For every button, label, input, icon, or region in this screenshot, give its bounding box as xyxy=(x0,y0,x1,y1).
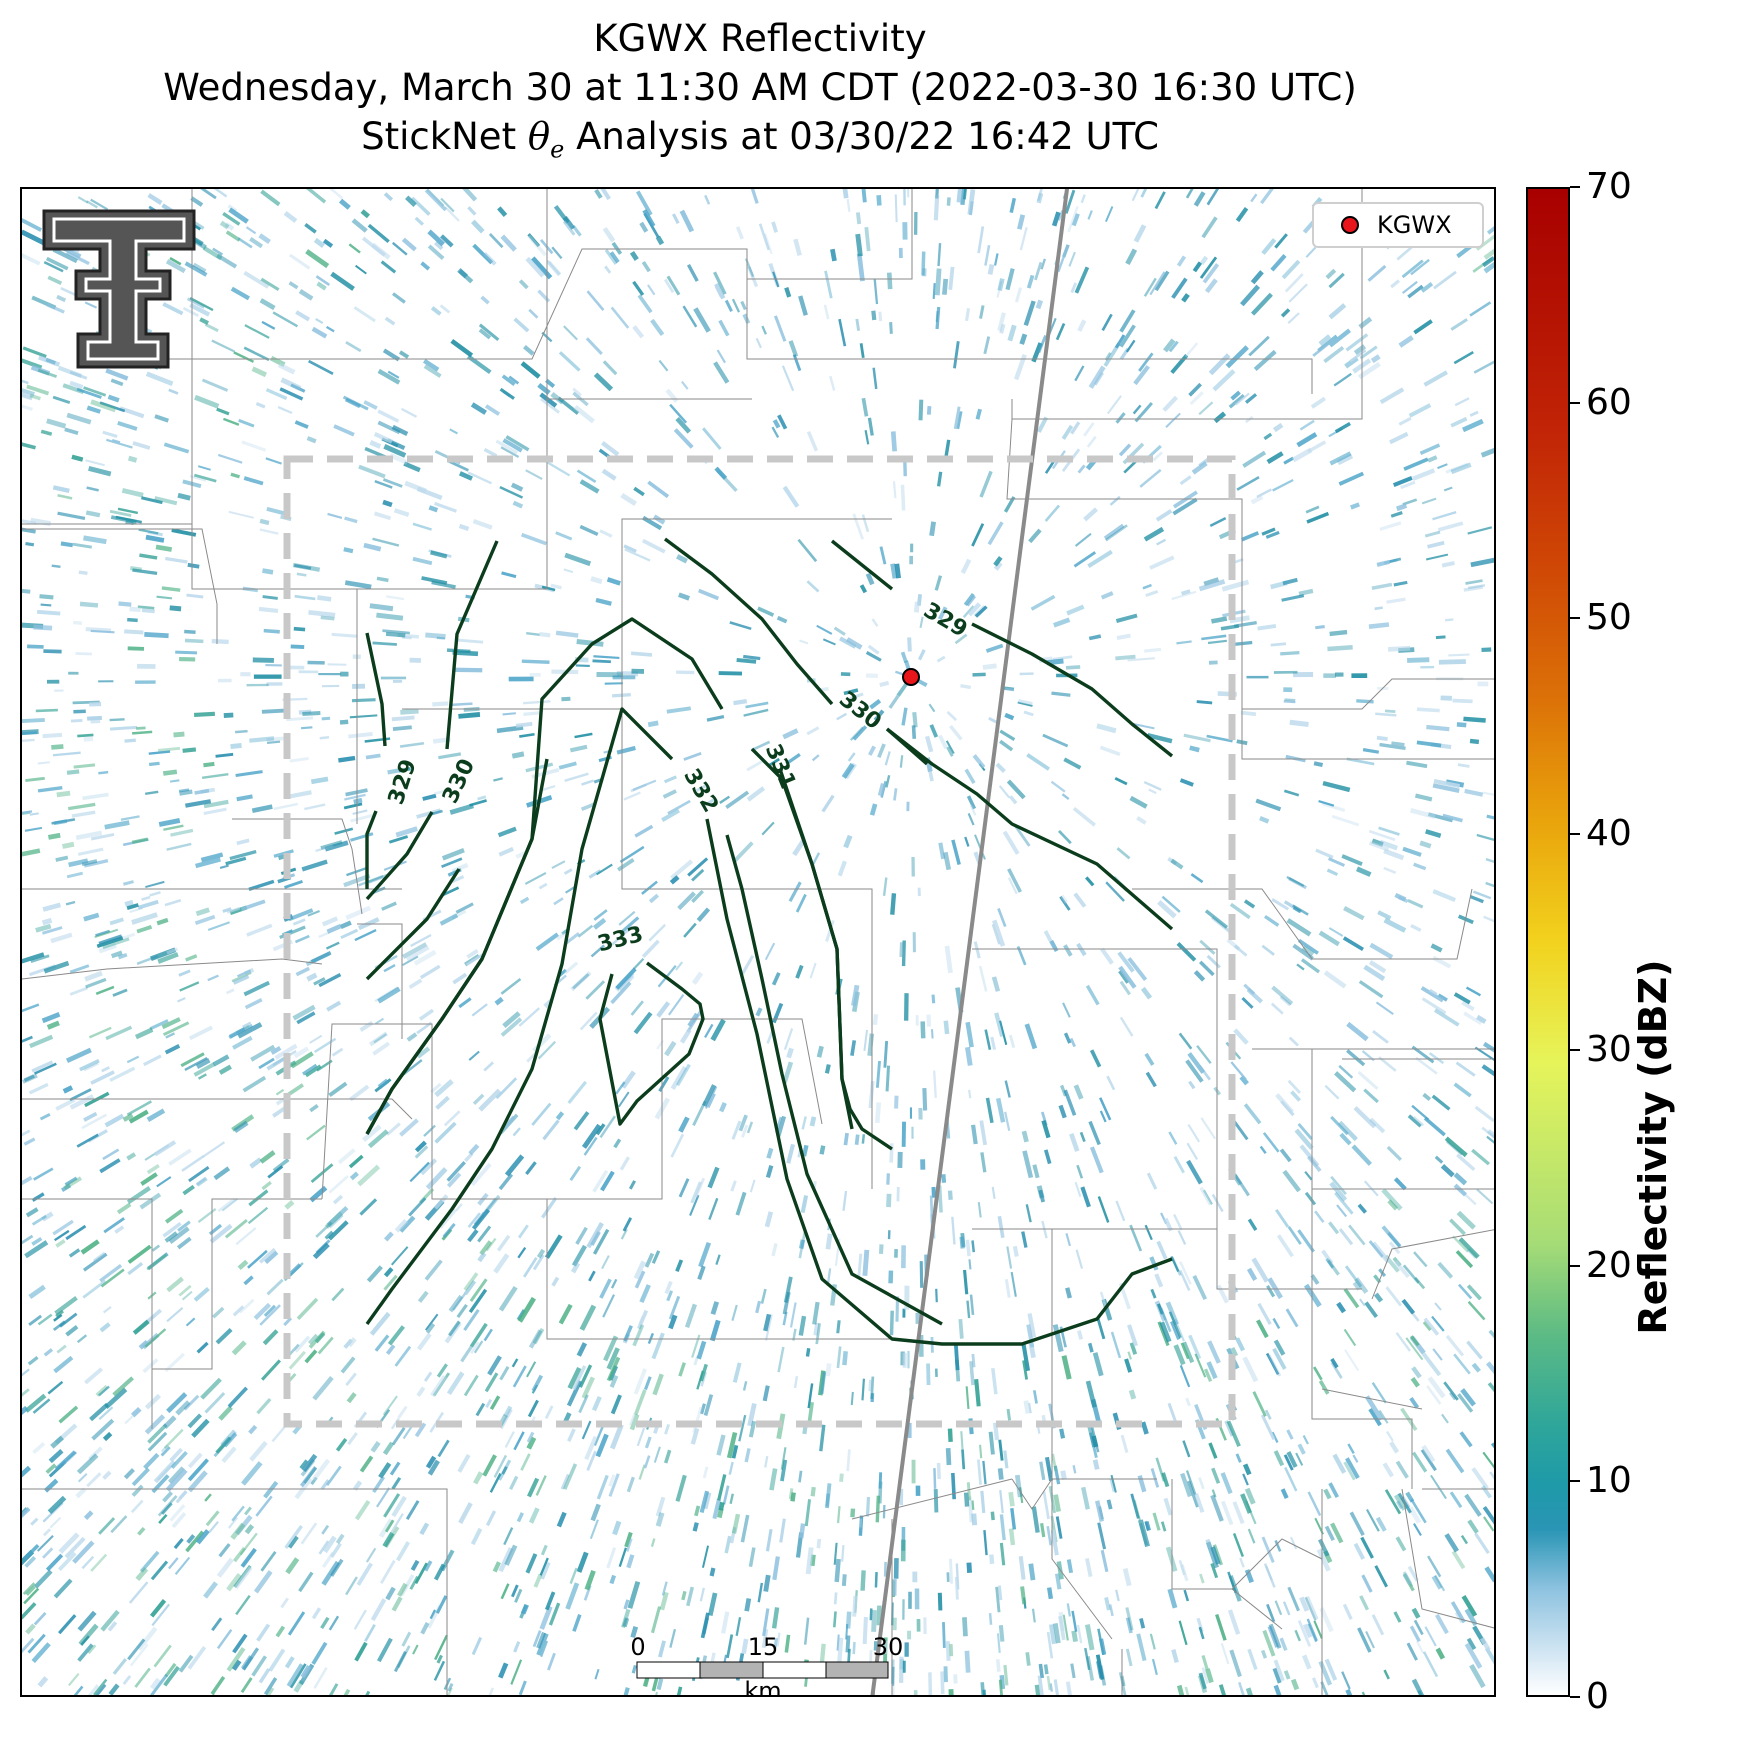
contour-label-331: 331 xyxy=(760,741,800,793)
colorbar xyxy=(1526,187,1570,1697)
analysis-domain-box xyxy=(283,455,1236,1428)
contour-329-west-b xyxy=(365,810,378,889)
contour-330-west xyxy=(445,540,499,750)
legend: KGWX xyxy=(1312,202,1484,248)
contour-label-332: 332 xyxy=(678,765,723,817)
colorbar-tick-label-0: 0 xyxy=(1586,1676,1609,1717)
colorbar-tick-label-50: 50 xyxy=(1586,597,1632,639)
colorbar-tick-mark-10 xyxy=(1570,1480,1580,1483)
contour-331-west-b xyxy=(365,617,724,1135)
radar-site-marker[interactable] xyxy=(902,668,920,686)
colorbar-tick-label-30: 30 xyxy=(1586,1028,1632,1070)
contour-332 xyxy=(365,707,674,1325)
title-suffix: Analysis at 03/30/22 16:42 UTC xyxy=(564,115,1159,158)
radar-map[interactable]: 329 330 331 332 333 329 330 0 15 30 km xyxy=(20,187,1496,1697)
texas-tech-logo xyxy=(42,209,196,369)
reflectivity-field xyxy=(22,189,1494,1695)
scale-tick-30: 30 xyxy=(873,1633,904,1661)
contour-label-330-east: 330 xyxy=(834,687,886,735)
title-line-1: KGWX Reflectivity xyxy=(593,17,927,60)
colorbar-tick-label-70: 70 xyxy=(1586,166,1632,207)
theta-e-contours xyxy=(365,537,1174,1346)
contour-331-lower xyxy=(885,727,929,766)
contour-332-south xyxy=(725,834,943,1326)
colorbar-tick-mark-20 xyxy=(1570,1264,1580,1267)
colorbar-tick-mark-30 xyxy=(1570,1048,1580,1051)
title-line-2: Wednesday, March 30 at 11:30 AM CDT (202… xyxy=(163,66,1357,109)
contour-label-333: 333 xyxy=(595,922,646,957)
contour-332-east xyxy=(705,818,1173,1346)
colorbar-tick-mark-50 xyxy=(1570,617,1580,620)
contour-329-west xyxy=(365,632,387,747)
legend-label: KGWX xyxy=(1377,211,1452,239)
colorbar-tick-mark-40 xyxy=(1570,833,1580,836)
contour-331-north xyxy=(663,537,834,706)
contour-label-329-west: 329 xyxy=(384,756,422,807)
scale-tick-15: 15 xyxy=(748,1633,779,1661)
colorbar-tick-mark-60 xyxy=(1570,401,1580,404)
contour-329-east xyxy=(830,539,894,591)
contour-330-east xyxy=(885,727,1174,931)
scale-tick-0: 0 xyxy=(630,1633,645,1661)
colorbar-title: Reflectivity (dBZ) xyxy=(1631,959,1675,1335)
highway xyxy=(870,189,1069,1695)
contour-331-west xyxy=(365,758,549,1135)
contour-label-330-west: 330 xyxy=(438,755,480,807)
colorbar-tick-label-40: 40 xyxy=(1586,813,1632,855)
contour-331-south-east xyxy=(750,747,854,1130)
scale-unit: km xyxy=(744,1677,781,1697)
colorbar-tick-mark-70 xyxy=(1570,186,1580,188)
contour-329-east-b xyxy=(971,622,1174,758)
title-prefix: StickNet xyxy=(361,115,528,158)
legend-marker xyxy=(1341,216,1359,234)
county-boundaries xyxy=(22,189,1494,1695)
colorbar-tick-label-60: 60 xyxy=(1586,381,1632,423)
colorbar-tick-mark-0 xyxy=(1570,1696,1580,1698)
contour-333 xyxy=(598,961,705,1126)
title-line-3: StickNet θe Analysis at 03/30/22 16:42 U… xyxy=(0,115,1520,171)
theta-symbol: θe xyxy=(527,115,565,164)
contour-330-west-b xyxy=(365,811,434,901)
colorbar-tick-label-20: 20 xyxy=(1586,1244,1632,1286)
colorbar-tick-label-10: 10 xyxy=(1586,1460,1632,1502)
contour-330-west-c xyxy=(365,868,461,981)
scale-bar: 0 15 30 km xyxy=(630,1633,904,1697)
radar-map-canvas: 329 330 331 332 333 329 330 0 15 30 km xyxy=(22,189,1494,1697)
